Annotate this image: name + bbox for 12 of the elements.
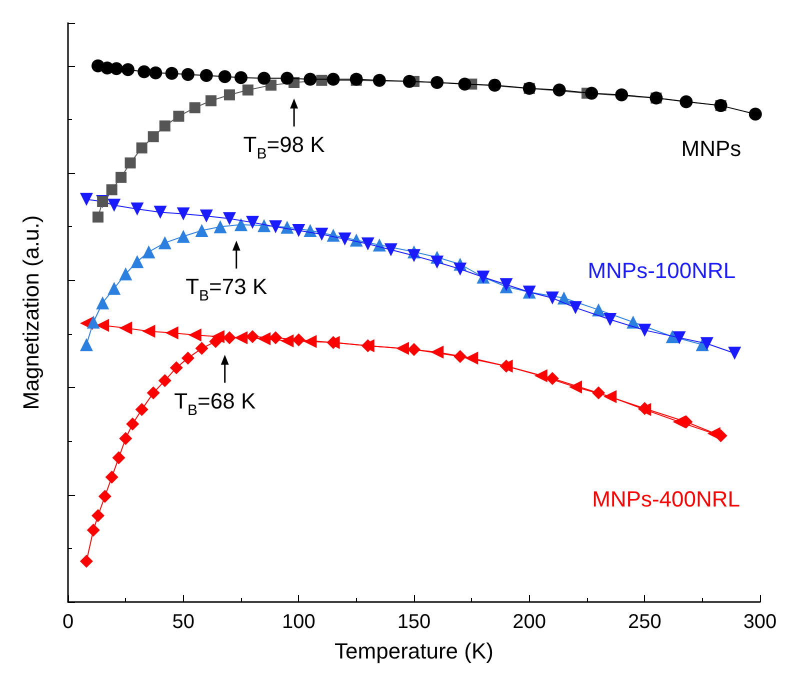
x-tick-label: 150 — [397, 611, 431, 633]
series-label: MNPs — [681, 136, 742, 162]
series-label: MNPs-100NRL — [588, 258, 736, 284]
x-tick-label: 50 — [172, 611, 194, 633]
x-tick-label: 300 — [743, 611, 777, 633]
x-axis-title: Temperature (K) — [334, 638, 494, 664]
x-tick-label: 250 — [628, 611, 662, 633]
y-axis-title: Magnetization (a.u.) — [18, 215, 44, 410]
x-tick-label: 100 — [282, 611, 316, 633]
x-tick-label: 0 — [62, 611, 74, 633]
text: MNPs-400NRL — [592, 486, 740, 512]
x-tick-label: 200 — [512, 611, 546, 633]
